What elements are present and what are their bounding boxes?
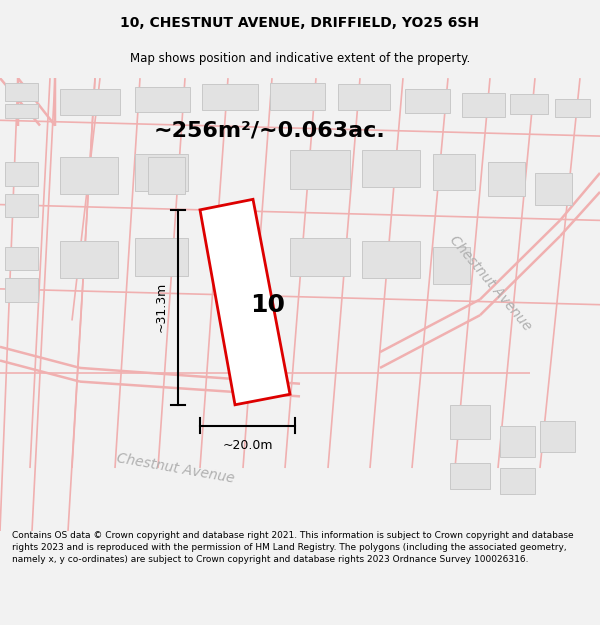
Text: Map shows position and indicative extent of the property.: Map shows position and indicative extent… [130, 52, 470, 65]
Polygon shape [540, 421, 575, 452]
Polygon shape [433, 247, 470, 284]
Polygon shape [290, 150, 350, 189]
Polygon shape [60, 241, 118, 278]
Text: 10, CHESTNUT AVENUE, DRIFFIELD, YO25 6SH: 10, CHESTNUT AVENUE, DRIFFIELD, YO25 6SH [121, 16, 479, 31]
Text: ~31.3m: ~31.3m [155, 282, 168, 332]
Text: Chestnut Avenue: Chestnut Avenue [115, 451, 235, 485]
Text: 10: 10 [251, 292, 286, 317]
Polygon shape [5, 83, 38, 101]
Polygon shape [555, 99, 590, 117]
Polygon shape [5, 104, 38, 118]
Polygon shape [338, 84, 390, 110]
Text: Chestnut Avenue: Chestnut Avenue [446, 233, 534, 334]
Polygon shape [135, 86, 190, 112]
Polygon shape [405, 89, 450, 113]
Polygon shape [135, 154, 188, 191]
Polygon shape [5, 194, 38, 218]
Polygon shape [462, 93, 505, 117]
Polygon shape [433, 154, 475, 190]
Polygon shape [362, 150, 420, 187]
Text: ~256m²/~0.063ac.: ~256m²/~0.063ac. [154, 121, 386, 141]
Polygon shape [290, 238, 350, 276]
Polygon shape [535, 173, 572, 204]
Text: ~20.0m: ~20.0m [222, 439, 273, 451]
Polygon shape [148, 157, 185, 194]
Polygon shape [135, 238, 188, 276]
Polygon shape [202, 84, 258, 110]
Polygon shape [270, 83, 325, 110]
Polygon shape [500, 468, 535, 494]
Polygon shape [450, 405, 490, 439]
Polygon shape [5, 278, 38, 301]
Polygon shape [450, 462, 490, 489]
Polygon shape [362, 241, 420, 278]
Polygon shape [5, 162, 38, 186]
Polygon shape [488, 162, 525, 196]
Polygon shape [60, 157, 118, 194]
Polygon shape [200, 199, 290, 405]
Polygon shape [60, 89, 120, 115]
Polygon shape [510, 94, 548, 114]
Polygon shape [5, 247, 38, 270]
Text: Contains OS data © Crown copyright and database right 2021. This information is : Contains OS data © Crown copyright and d… [12, 531, 574, 564]
Polygon shape [500, 426, 535, 458]
